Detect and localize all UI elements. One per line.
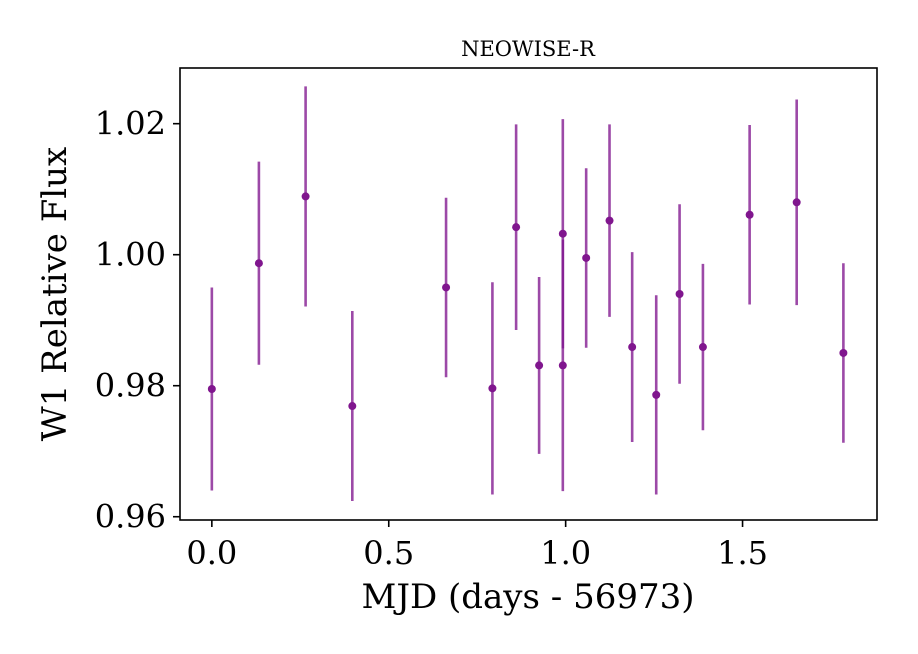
data-point (652, 390, 661, 399)
y-tick-label: 1.02 (95, 105, 166, 143)
data-point (512, 223, 521, 232)
data-point (535, 361, 544, 370)
data-point (301, 192, 310, 201)
chart-title: NEOWISE-R (461, 37, 596, 61)
data-points (207, 192, 848, 411)
x-tick-label: 0.5 (363, 534, 414, 572)
data-point (348, 402, 357, 411)
data-point (254, 259, 263, 268)
data-point (582, 253, 591, 262)
data-point (792, 198, 801, 207)
y-axis-label: W1 Relative Flux (35, 147, 75, 441)
data-point (488, 384, 497, 393)
x-tick-label: 1.5 (717, 534, 768, 572)
data-point (839, 348, 848, 357)
error-bars (210, 86, 845, 502)
data-point (558, 229, 567, 238)
data-point (207, 384, 216, 393)
data-point (745, 210, 754, 219)
y-axis: 0.96 0.98 1.00 1.02 (95, 105, 180, 536)
y-tick-label: 1.00 (95, 236, 166, 274)
y-tick-label: 0.98 (95, 367, 166, 405)
plot-frame (179, 67, 878, 521)
data-point (698, 343, 707, 352)
y-tick-label: 0.96 (95, 498, 166, 536)
data-point (442, 283, 451, 292)
data-point (558, 361, 567, 370)
x-axis-label: MJD (days - 56973) (362, 577, 695, 617)
data-point (605, 216, 614, 225)
data-point (675, 290, 684, 298)
data-point (628, 343, 637, 352)
x-axis: 0.0 0.5 1.0 1.5 (186, 520, 768, 572)
x-tick-label: 1.0 (540, 534, 591, 572)
x-tick-label: 0.0 (186, 534, 237, 572)
